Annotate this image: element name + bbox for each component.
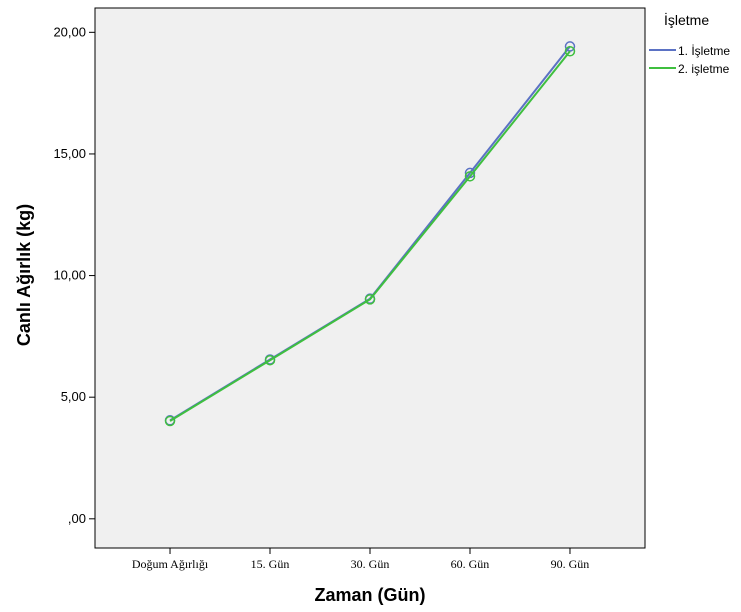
y-tick-label: 20,00 (53, 24, 86, 39)
y-axis-label: Canlı Ağırlık (kg) (14, 204, 34, 346)
legend-label-series-2: 2. işletme (678, 62, 730, 76)
data-point-series-2 (464, 171, 476, 182)
y-tick-label: 15,00 (53, 146, 86, 161)
x-tick-label: Doğum Ağırlığı (132, 557, 209, 571)
plot-area (94, 7, 646, 549)
y-axis: 20,00 15,00 10,00 5,00 ,00 (53, 24, 95, 526)
data-point-series-2 (364, 294, 376, 305)
x-tick-label: 60. Gün (451, 557, 490, 571)
data-point-series-1 (564, 41, 576, 52)
y-tick-label: ,00 (68, 511, 86, 526)
data-point-series-2 (564, 46, 576, 57)
legend-label-series-1: 1. İşletme (678, 44, 730, 58)
x-axis-label: Zaman (Gün) (315, 585, 426, 605)
legend-title: İşletme (664, 11, 709, 28)
x-tick-label: 90. Gün (551, 557, 590, 571)
x-axis: Doğum Ağırlığı 15. Gün 30. Gün 60. Gün 90. G… (132, 548, 589, 571)
series-layer (164, 41, 576, 427)
y-tick-label: 5,00 (61, 389, 86, 404)
series-line-2 (169, 50, 571, 422)
y-tick-label: 10,00 (53, 268, 86, 283)
legend: İşletme 1. İşletme 2. işletme (649, 11, 730, 76)
x-tick-label: 30. Gün (351, 557, 390, 571)
data-point-series-2 (264, 354, 276, 366)
data-point-series-2 (164, 415, 176, 427)
x-tick-label: 15. Gün (251, 557, 290, 571)
